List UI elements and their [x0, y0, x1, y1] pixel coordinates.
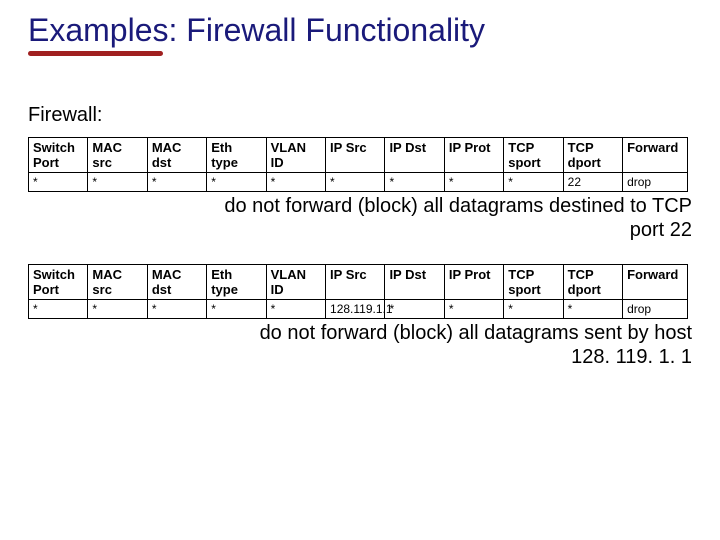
caption-1: do not forward (block) all datagrams des… [28, 194, 692, 242]
cell: * [88, 173, 147, 192]
caption-line: 128. 119. 1. 1 [571, 346, 692, 368]
table-header-row: Switch Port MAC src MAC dst Eth type VLA… [29, 265, 688, 300]
cell: * [207, 173, 266, 192]
col-vlan-id: VLAN ID [266, 265, 325, 300]
cell: * [504, 300, 563, 319]
col-tcp-sport: TCP sport [504, 265, 563, 300]
table-header-row: Switch Port MAC src MAC dst Eth type VLA… [29, 138, 688, 173]
col-eth-type: Eth type [207, 138, 266, 173]
table-row: * * * * * * * * * 22 drop [29, 173, 688, 192]
col-ip-dst: IP Dst [385, 265, 444, 300]
col-ip-dst: IP Dst [385, 138, 444, 173]
cell: 22 [563, 173, 622, 192]
col-switch-port: Switch Port [29, 138, 88, 173]
cell: * [504, 173, 563, 192]
col-mac-src: MAC src [88, 138, 147, 173]
col-tcp-dport: TCP dport [563, 265, 622, 300]
cell: * [326, 173, 385, 192]
page-title: Examples: Firewall Functionality [28, 12, 692, 49]
col-forward: Forward [623, 138, 688, 173]
cell-forward: drop [623, 173, 688, 192]
col-forward: Forward [623, 265, 688, 300]
col-vlan-id: VLAN ID [266, 138, 325, 173]
cell: * [444, 173, 503, 192]
caption-2: do not forward (block) all datagrams sen… [28, 321, 692, 369]
cell: * [385, 173, 444, 192]
col-tcp-sport: TCP sport [504, 138, 563, 173]
col-tcp-dport: TCP dport [563, 138, 622, 173]
col-ip-src: IP Src [326, 265, 385, 300]
col-switch-port: Switch Port [29, 265, 88, 300]
caption-line: port 22 [630, 219, 692, 241]
col-ip-src: IP Src [326, 138, 385, 173]
col-mac-src: MAC src [88, 265, 147, 300]
cell: * [29, 173, 88, 192]
cell: * [207, 300, 266, 319]
cell: * [147, 300, 206, 319]
cell: 128.119.1.1 [326, 300, 385, 319]
cell: * [266, 300, 325, 319]
firewall-table-1: Switch Port MAC src MAC dst Eth type VLA… [28, 137, 688, 192]
cell: * [444, 300, 503, 319]
section-label: Firewall: [28, 104, 692, 127]
col-mac-dst: MAC dst [147, 138, 206, 173]
col-eth-type: Eth type [207, 265, 266, 300]
col-ip-prot: IP Prot [444, 138, 503, 173]
cell: * [266, 173, 325, 192]
cell: * [147, 173, 206, 192]
col-ip-prot: IP Prot [444, 265, 503, 300]
title-underline [28, 51, 163, 56]
caption-line: do not forward (block) all datagrams sen… [260, 322, 692, 344]
col-mac-dst: MAC dst [147, 265, 206, 300]
cell: * [88, 300, 147, 319]
cell: * [385, 300, 444, 319]
firewall-table-2: Switch Port MAC src MAC dst Eth type VLA… [28, 264, 688, 319]
table-row: * * * * * 128.119.1.1 * * * * drop [29, 300, 688, 319]
cell: * [29, 300, 88, 319]
cell: * [563, 300, 622, 319]
caption-line: do not forward (block) all datagrams des… [224, 195, 692, 217]
cell-forward: drop [623, 300, 688, 319]
